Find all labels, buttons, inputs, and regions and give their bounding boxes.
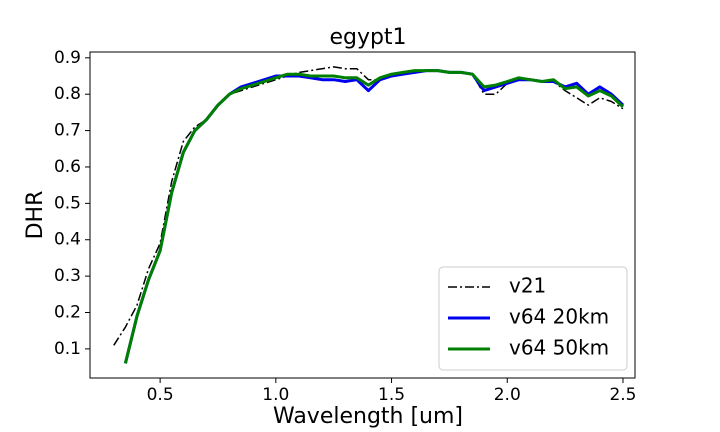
y-tick-label: 0.7: [54, 121, 81, 141]
x-tick-label: 2.0: [494, 385, 521, 405]
plot-frame: [89, 51, 636, 379]
chart-title: egypt1: [329, 25, 406, 50]
x-tick-label: 1.5: [378, 385, 405, 405]
series-line: [123, 69, 625, 364]
x-tick-label: 2.5: [609, 385, 636, 405]
legend-label: v21: [509, 274, 546, 298]
legend-label: v64 50km: [509, 336, 609, 360]
y-tick-label: 0.1: [54, 339, 81, 359]
legend-label: v64 20km: [509, 305, 609, 329]
y-tick-label: 0.9: [54, 48, 81, 68]
y-tick-label: 0.6: [54, 157, 81, 177]
y-axis-label: DHR: [23, 191, 48, 240]
y-tick-label: 0.8: [54, 84, 81, 104]
y-tick-label: 0.4: [54, 230, 81, 250]
x-axis-label: Wavelength [um]: [273, 404, 463, 429]
x-tick-label: 0.5: [147, 385, 174, 405]
y-tick-label: 0.3: [54, 266, 81, 286]
y-tick-label: 0.5: [54, 193, 81, 213]
legend-box: [438, 266, 628, 371]
x-tick-label: 1.0: [262, 385, 289, 405]
y-tick-label: 0.2: [54, 303, 81, 323]
